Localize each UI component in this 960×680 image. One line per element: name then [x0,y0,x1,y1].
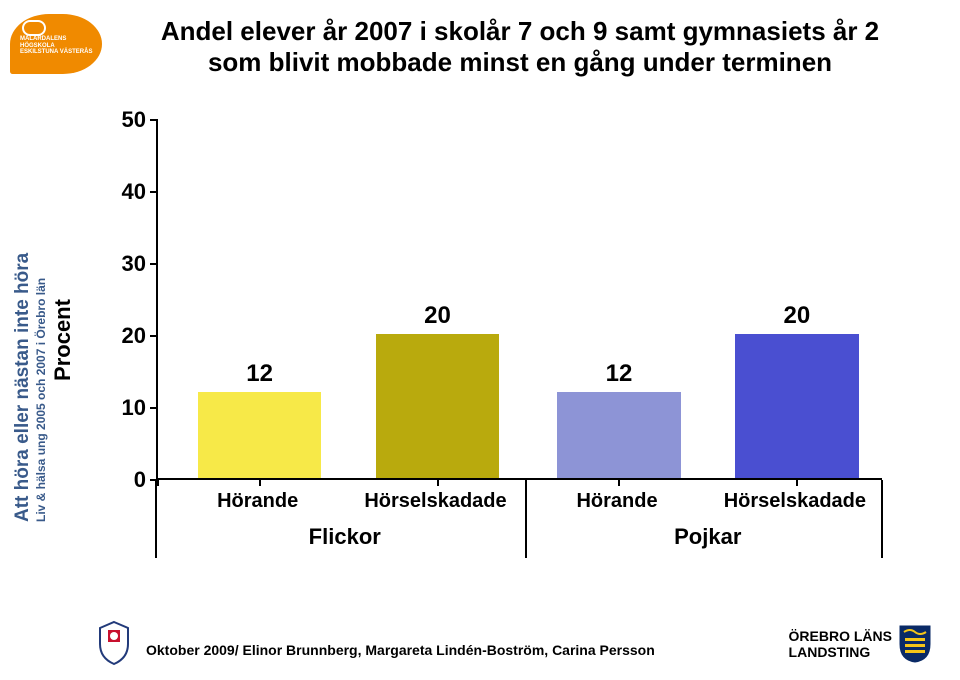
landsting-text: ÖREBRO LÄNS LANDSTING [789,629,892,660]
y-tick-label: 50 [122,107,146,133]
group-separator [525,480,527,558]
x-group-label: Flickor [309,524,381,550]
y-tick-mark [150,407,158,409]
landsting-shield-icon [898,624,932,664]
bar-value-label: 12 [246,360,273,388]
bar [376,334,499,478]
bar-value-label: 20 [784,302,811,330]
x-category-label: Hörande [217,490,298,513]
x-category-label: Hörselskadade [364,490,506,513]
sidebar-vertical-text: Att höra eller nästan inte höra Liv & hä… [12,92,40,522]
title-line1: Andel elever år 2007 i skolår 7 och 9 sa… [161,16,879,46]
x-group-label: Pojkar [674,524,741,550]
orebro-universitet-logo [94,620,134,666]
y-tick-label: 30 [122,251,146,277]
bar [198,392,321,478]
malardalens-logo: MÄLARDALENS HÖGSKOLA ESKILSTUNA VÄSTERÅS [10,14,102,74]
bar-value-label: 20 [424,302,451,330]
footer-credits: Oktober 2009/ Elinor Brunnberg, Margaret… [146,642,655,658]
bar [735,334,858,478]
bar-value-label: 12 [606,360,633,388]
x-tick-mark [437,478,439,486]
y-tick-mark [150,263,158,265]
group-separator [155,480,157,558]
chart-title: Andel elever år 2007 i skolår 7 och 9 sa… [120,16,920,78]
bar [557,392,680,478]
x-category-label: Hörselskadade [724,490,866,513]
y-tick-label: 40 [122,179,146,205]
y-tick-label: 10 [122,395,146,421]
landsting-line1: ÖREBRO LÄNS [789,628,892,644]
x-tick-mark [796,478,798,486]
logo-glyph [22,20,46,36]
page: MÄLARDALENS HÖGSKOLA ESKILSTUNA VÄSTERÅS… [0,0,960,680]
y-axis-title: Procent [50,299,76,381]
y-axis-ticks: 01020304050 [114,120,154,480]
x-tick-mark [259,478,261,486]
bar-chart: Procent 01020304050 12201220 HörandeHörs… [80,120,900,560]
x-tick-mark [618,478,620,486]
x-category-label: Hörande [576,490,657,513]
logo-text-line2: ESKILSTUNA VÄSTERÅS [20,49,92,55]
title-line2: som blivit mobbade minst en gång under t… [208,47,832,77]
y-tick-label: 0 [134,467,146,493]
landsting-line2: LANDSTING [789,644,871,660]
sidebar-line2: Liv & hälsa ung 2005 och 2007 i Örebro l… [34,92,48,522]
y-tick-mark [150,335,158,337]
plot-area: 12 20 12 20 [156,120,882,480]
logo-text-line1: MÄLARDALENS HÖGSKOLA [20,36,66,49]
group-separator [881,480,883,558]
sidebar-line1: Att höra eller nästan inte höra [12,92,34,522]
y-tick-label: 20 [122,323,146,349]
x-tick-mark [157,478,159,486]
y-tick-mark [150,119,158,121]
y-tick-mark [150,191,158,193]
logo-text: MÄLARDALENS HÖGSKOLA ESKILSTUNA VÄSTERÅS [20,36,102,56]
